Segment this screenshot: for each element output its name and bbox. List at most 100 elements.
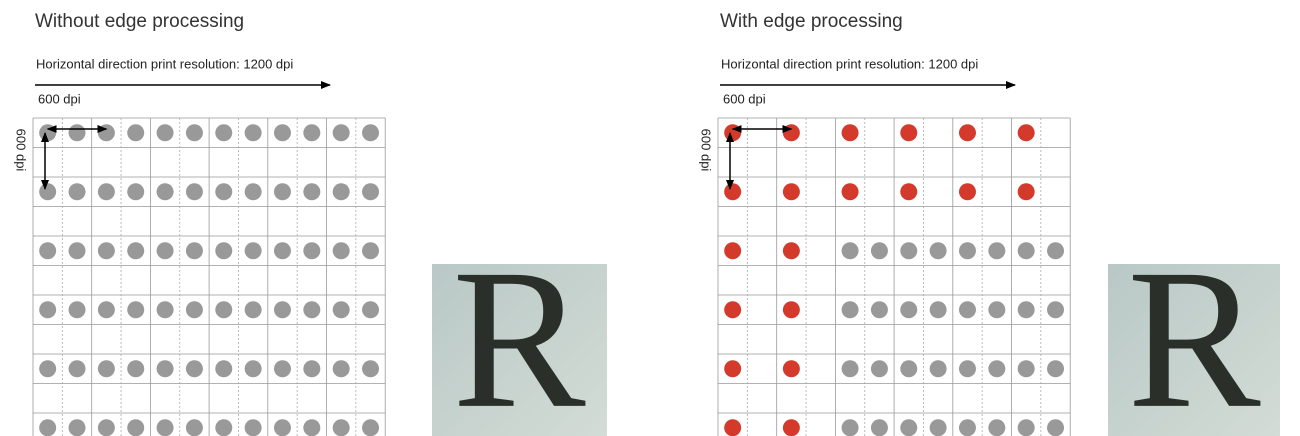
dot xyxy=(929,242,947,260)
dot xyxy=(900,360,918,378)
panel-title: Without edge processing xyxy=(35,11,244,32)
dot xyxy=(303,124,321,142)
dot xyxy=(244,183,262,201)
dot xyxy=(929,360,947,378)
dot xyxy=(244,419,262,436)
dot xyxy=(841,242,859,260)
dot xyxy=(156,301,174,319)
dot xyxy=(870,419,888,436)
dot xyxy=(68,242,86,260)
dot xyxy=(156,183,174,201)
dot xyxy=(303,301,321,319)
dot xyxy=(782,419,800,436)
dot xyxy=(958,183,976,201)
dot xyxy=(68,419,86,436)
dot xyxy=(127,301,145,319)
dot xyxy=(841,301,859,319)
dot xyxy=(68,183,86,201)
horizontal-label: Horizontal direction print resolution: 1… xyxy=(721,56,978,71)
dot xyxy=(332,419,350,436)
dot xyxy=(362,183,380,201)
dot xyxy=(332,360,350,378)
dot xyxy=(215,360,233,378)
dot xyxy=(185,242,203,260)
dot xyxy=(303,419,321,436)
dot xyxy=(1047,301,1065,319)
dot xyxy=(870,360,888,378)
panel: With edge processing Horizontal directio… xyxy=(699,11,1280,436)
dot xyxy=(97,242,115,260)
dot xyxy=(724,183,742,201)
dot xyxy=(900,124,918,142)
dot xyxy=(841,124,859,142)
dot xyxy=(185,360,203,378)
dot xyxy=(362,301,380,319)
panel: Without edge processing Horizontal direc… xyxy=(14,11,607,436)
dot xyxy=(127,360,145,378)
dot xyxy=(1047,419,1065,436)
dot xyxy=(724,242,742,260)
dot xyxy=(929,301,947,319)
vertical-label: 600 dpi xyxy=(699,129,714,172)
dot xyxy=(68,360,86,378)
dot xyxy=(244,242,262,260)
dot xyxy=(39,419,57,436)
panel-title: With edge processing xyxy=(720,11,903,32)
dot xyxy=(988,419,1006,436)
dot xyxy=(68,301,86,319)
dot xyxy=(97,360,115,378)
dot xyxy=(39,301,57,319)
dot xyxy=(1017,124,1035,142)
dot xyxy=(156,124,174,142)
dot xyxy=(1017,242,1035,260)
dot xyxy=(870,242,888,260)
dot xyxy=(127,183,145,201)
dot xyxy=(900,419,918,436)
dot xyxy=(988,360,1006,378)
vertical-label: 600 dpi xyxy=(14,129,29,172)
dot xyxy=(958,242,976,260)
dot xyxy=(958,419,976,436)
dot xyxy=(724,360,742,378)
dot xyxy=(156,360,174,378)
dot xyxy=(244,301,262,319)
dot xyxy=(900,183,918,201)
dot xyxy=(782,183,800,201)
pitch-label: 600 dpi xyxy=(38,91,81,106)
dot xyxy=(841,360,859,378)
dot xyxy=(929,419,947,436)
sample-letter: R xyxy=(452,229,586,436)
dot xyxy=(724,301,742,319)
dot xyxy=(215,124,233,142)
dot xyxy=(215,242,233,260)
dot xyxy=(988,301,1006,319)
sample-letter: R xyxy=(1127,229,1261,436)
dot xyxy=(303,183,321,201)
dot xyxy=(362,124,380,142)
dot xyxy=(39,124,57,142)
dot xyxy=(332,301,350,319)
dot xyxy=(362,242,380,260)
dot xyxy=(841,183,859,201)
dot xyxy=(39,183,57,201)
dot xyxy=(127,419,145,436)
dot xyxy=(273,183,291,201)
dot xyxy=(215,301,233,319)
dot xyxy=(1047,360,1065,378)
dot xyxy=(1017,183,1035,201)
dot xyxy=(900,242,918,260)
dot xyxy=(97,183,115,201)
dot xyxy=(273,360,291,378)
horizontal-label: Horizontal direction print resolution: 1… xyxy=(36,56,293,71)
dot xyxy=(273,301,291,319)
dot xyxy=(870,301,888,319)
dot xyxy=(273,419,291,436)
dot xyxy=(156,242,174,260)
dot xyxy=(185,124,203,142)
dot xyxy=(782,124,800,142)
dot xyxy=(39,360,57,378)
dot xyxy=(156,419,174,436)
sample-photo xyxy=(1108,264,1280,436)
dot xyxy=(303,242,321,260)
dot xyxy=(1017,301,1035,319)
